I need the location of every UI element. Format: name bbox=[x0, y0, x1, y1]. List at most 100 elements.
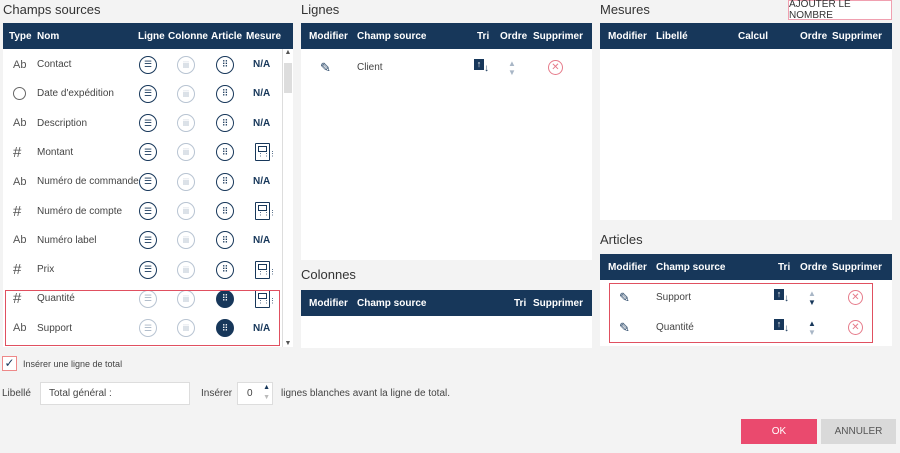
article-grid-icon[interactable]: ⠿ bbox=[216, 319, 234, 338]
col-tri: Tri bbox=[477, 31, 490, 42]
number-type-icon: # bbox=[13, 143, 22, 161]
article-grid-icon[interactable]: ⠿ bbox=[216, 55, 234, 74]
ligne-list-icon[interactable]: ☰ bbox=[139, 231, 157, 250]
scrollbar[interactable]: ▲ ▼ bbox=[282, 49, 293, 347]
col-modifier: Modifier bbox=[608, 262, 647, 273]
ligne-list-icon[interactable]: ☰ bbox=[139, 84, 157, 103]
field-name: Quantité bbox=[37, 293, 75, 305]
col-supprimer: Supprimer bbox=[832, 262, 883, 273]
total-checkbox[interactable]: ✓ bbox=[2, 356, 17, 371]
blank-lines-value: 0 bbox=[247, 388, 253, 399]
colonne-columns-icon[interactable]: iii bbox=[177, 231, 195, 250]
stepper-up[interactable]: ▲ bbox=[263, 384, 270, 391]
mesures-table: Modifier Libellé Calcul Ordre Supprimer bbox=[600, 23, 892, 220]
edit-icon[interactable]: ✎ bbox=[619, 319, 630, 335]
mesure-na: N/A bbox=[253, 117, 271, 129]
col-supprimer: Supprimer bbox=[533, 31, 584, 42]
sort-icon[interactable]: ↑ ↓ bbox=[774, 288, 794, 307]
field-name: Prix bbox=[37, 264, 55, 276]
ligne-list-icon[interactable]: ☰ bbox=[139, 260, 157, 279]
order-arrows[interactable]: ▲ ▼ bbox=[808, 318, 816, 337]
ligne-list-icon[interactable]: ☰ bbox=[139, 114, 157, 133]
mesure-na: N/A bbox=[253, 322, 271, 334]
number-type-icon: # bbox=[13, 202, 22, 220]
delete-icon[interactable]: ✕ bbox=[848, 320, 863, 335]
article-grid-icon[interactable]: ⠿ bbox=[216, 231, 234, 250]
sort-icon[interactable]: ↑ ↓ bbox=[474, 58, 494, 77]
colonne-columns-icon[interactable]: iii bbox=[177, 319, 195, 338]
calculator-icon[interactable] bbox=[255, 260, 275, 279]
article-grid-icon[interactable]: ⠿ bbox=[216, 289, 234, 308]
article-grid-icon[interactable]: ⠿ bbox=[216, 84, 234, 103]
stepper-down[interactable]: ▼ bbox=[263, 394, 270, 401]
cancel-button[interactable]: ANNULER bbox=[821, 419, 896, 444]
champ-source: Client bbox=[357, 62, 383, 73]
blank-lines-stepper[interactable]: 0 ▲ ▼ bbox=[237, 382, 273, 405]
libelle-input[interactable] bbox=[40, 382, 190, 405]
colonne-columns-icon[interactable]: iii bbox=[177, 202, 195, 220]
field-name: Numéro de compte bbox=[37, 205, 123, 217]
lignes-table: Modifier Champ source Tri Ordre Supprime… bbox=[301, 23, 592, 260]
highlight-box bbox=[609, 283, 873, 343]
ok-button[interactable]: OK bbox=[741, 419, 817, 444]
col-tri: Tri bbox=[514, 298, 527, 309]
col-calcul: Calcul bbox=[738, 31, 769, 42]
colonne-columns-icon[interactable]: iii bbox=[177, 260, 195, 279]
field-name: Description bbox=[37, 117, 88, 129]
ligne-list-icon[interactable]: ☰ bbox=[139, 202, 157, 220]
delete-icon[interactable]: ✕ bbox=[848, 290, 863, 305]
ligne-list-icon[interactable]: ☰ bbox=[139, 143, 157, 162]
text-type-icon: Ab bbox=[13, 175, 27, 188]
delete-icon[interactable]: ✕ bbox=[548, 60, 563, 75]
article-grid-icon[interactable]: ⠿ bbox=[216, 143, 234, 162]
source-row: Ab Numéro de commande ☰ iii ⠿ N/A bbox=[3, 167, 282, 196]
ligne-list-icon[interactable]: ☰ bbox=[139, 55, 157, 74]
calculator-icon[interactable] bbox=[255, 143, 275, 162]
table-row: ✎ Client ↑ ↓ ▲ ▼ ✕ bbox=[301, 53, 592, 82]
add-measure-button[interactable]: AJOUTER LE NOMBRE bbox=[788, 0, 892, 21]
articles-title: Articles bbox=[600, 232, 643, 247]
article-grid-icon[interactable]: ⠿ bbox=[216, 114, 234, 133]
col-supprimer: Supprimer bbox=[832, 31, 883, 42]
col-ordre: Ordre bbox=[800, 262, 828, 273]
ligne-list-icon[interactable]: ☰ bbox=[139, 172, 157, 191]
articles-table: Modifier Champ source Tri Ordre Supprime… bbox=[600, 254, 892, 346]
article-grid-icon[interactable]: ⠿ bbox=[216, 202, 234, 220]
col-tri: Tri bbox=[778, 262, 791, 273]
col-modifier: Modifier bbox=[608, 31, 647, 42]
source-row: Date d'expédition ☰ iii ⠿ N/A bbox=[3, 79, 282, 108]
colonne-columns-icon[interactable]: iii bbox=[177, 55, 195, 74]
colonne-columns-icon[interactable]: iii bbox=[177, 114, 195, 133]
calculator-icon[interactable] bbox=[255, 202, 275, 220]
col-type: Type bbox=[9, 31, 32, 42]
ligne-list-icon[interactable]: ☰ bbox=[139, 319, 157, 338]
article-grid-icon[interactable]: ⠿ bbox=[216, 260, 234, 279]
source-row: Ab Contact ☰ iii ⠿ N/A bbox=[3, 50, 282, 79]
edit-icon[interactable]: ✎ bbox=[320, 59, 331, 75]
order-arrows[interactable]: ▲ ▼ bbox=[808, 288, 816, 307]
col-ordre: Ordre bbox=[800, 31, 828, 42]
source-row: # Numéro de compte ☰ iii ⠿ bbox=[3, 197, 282, 226]
text-type-icon: Ab bbox=[13, 322, 27, 335]
field-name: Date d'expédition bbox=[37, 88, 114, 100]
table-row: ✎ Quantité ↑ ↓ ▲ ▼ ✕ bbox=[600, 313, 892, 342]
field-name: Support bbox=[37, 322, 73, 334]
field-name: Montant bbox=[37, 146, 74, 158]
text-type-icon: Ab bbox=[13, 117, 27, 130]
col-mesure: Mesure bbox=[246, 31, 282, 42]
edit-icon[interactable]: ✎ bbox=[619, 289, 630, 305]
article-grid-icon[interactable]: ⠿ bbox=[216, 172, 234, 191]
col-colonne: Colonne bbox=[168, 31, 208, 42]
sort-icon[interactable]: ↑ ↓ bbox=[774, 318, 794, 337]
champ-source: Support bbox=[656, 292, 692, 303]
source-row: Ab Numéro label ☰ iii ⠿ N/A bbox=[3, 226, 282, 255]
col-ligne: Ligne bbox=[138, 31, 165, 42]
scrollbar-thumb[interactable] bbox=[284, 63, 292, 93]
colonne-columns-icon[interactable]: iii bbox=[177, 84, 195, 103]
table-row: ✎ Support ↑ ↓ ▲ ▼ ✕ bbox=[600, 283, 892, 312]
mesure-na: N/A bbox=[253, 59, 271, 70]
order-arrows[interactable]: ▲ ▼ bbox=[508, 58, 516, 77]
col-ordre: Ordre bbox=[500, 31, 528, 42]
colonne-columns-icon[interactable]: iii bbox=[177, 143, 195, 162]
colonne-columns-icon[interactable]: iii bbox=[177, 172, 195, 191]
